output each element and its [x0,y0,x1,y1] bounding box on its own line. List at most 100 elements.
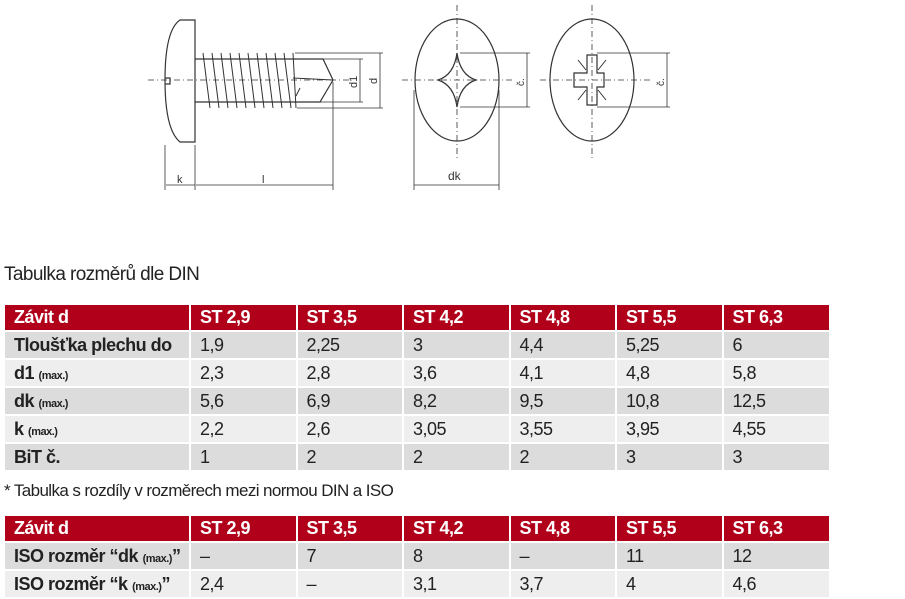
row-label-close: ” [171,545,181,566]
table-cell: 8 [402,542,510,571]
header-cell: ST 3,5 [295,516,403,543]
table-cell: 2,2 [189,415,297,444]
table-cell: 7 [295,542,403,571]
table-cell: 2,25 [295,331,403,360]
table-row: Tloušťka plechu do 1,9 2,25 3 4,4 5,25 6 [5,331,829,360]
table-cell: 4,55 [721,415,829,444]
row-label-text: ISO rozměr “k [14,573,128,594]
table-cell: 3,7 [508,570,616,599]
screw-technical-drawing: k l d1 d dk č. č. [148,5,670,190]
table-cell: 9,5 [508,387,616,416]
table-cell: 6,9 [295,387,403,416]
table-header-row: Závit d ST 2,9 ST 3,5 ST 4,2 ST 4,8 ST 5,5 ST … [5,305,829,332]
footnote: * Tabulka s rozdíly v rozměrech mezi nor… [4,481,394,500]
row-label-close: ” [161,573,170,594]
row-label: dk (max.) [5,387,190,416]
header-cell: ST 4,8 [508,516,616,543]
table-cell: 2 [402,443,510,472]
table-cell: 3 [721,443,829,472]
table-title: Tabulka rozměrů dle DIN [4,264,200,285]
dim-label-bit-2: č. [656,78,667,86]
dim-label-l: l [262,174,264,186]
dim-label-d: d [368,78,380,84]
row-label-text: Tloušťka plechu do [14,334,172,355]
table-cell: 12 [721,542,829,571]
dim-label-bit-1: č. [516,78,527,86]
table-cell: 3 [615,443,723,472]
row-label-text: k [14,418,24,439]
table-cell: 8,2 [402,387,510,416]
screw-side-view: k l d1 d [148,19,383,190]
table-cell: 5,8 [721,359,829,388]
header-cell: ST 6,3 [721,305,829,332]
table-cell: 5,25 [615,331,723,360]
row-label-sub: (max.) [28,425,58,438]
dim-label-dk: dk [448,169,462,183]
header-cell: ST 4,2 [402,516,510,543]
table-cell: 4,8 [615,359,723,388]
table-row: ISO rozměr “dk (max.)” –7 8–11 12 [5,542,829,571]
table-cell: 3,95 [615,415,723,444]
table-cell: 3 [402,331,510,360]
row-label-text: dk [14,390,35,411]
table-cell: 11 [615,542,723,571]
table-cell: 5,6 [189,387,297,416]
table-cell: – [295,570,403,599]
header-cell: ST 2,9 [189,305,297,332]
row-label-sub: (max.) [38,397,69,410]
table-cell: 4,6 [721,570,829,599]
pozidriv-head-view: č. [540,5,670,160]
row-label: ISO rozměr “k (max.)” [5,570,190,599]
table-cell: 2,3 [189,359,297,388]
table-cell: 3,1 [402,570,510,599]
header-cell: ST 5,5 [615,516,723,543]
table-cell: 4,1 [508,359,616,388]
table-cell: 4,4 [508,331,616,360]
table-cell: 3,6 [402,359,510,388]
table-cell: – [189,542,297,571]
phillips-head-view: dk č. [402,5,530,190]
header-cell: ST 3,5 [295,305,403,332]
header-cell: Závit d [5,516,190,543]
header-cell: ST 2,9 [189,516,297,543]
table-cell: 12,5 [721,387,829,416]
row-label-sub: (max.) [142,552,173,565]
table-cell: 2,8 [295,359,403,388]
table-row: ISO rozměr “k (max.)” 2,4–3,1 3,7 4 4,6 [5,570,829,599]
table-cell: 2 [295,443,403,472]
row-label-sub: (max.) [132,580,162,593]
row-label: d1 (max.) [5,359,190,388]
table-cell: 10,8 [615,387,723,416]
row-label-text: ISO rozměr “dk [14,545,139,566]
row-label-text: d1 [14,362,35,383]
header-cell: Závit d [5,305,190,332]
table-row: BiT č. 1 2 2 2 3 3 [5,443,829,472]
table-cell: 3,05 [402,415,510,444]
table-cell: 6 [721,331,829,360]
table-cell: 2,6 [295,415,403,444]
row-label: ISO rozměr “dk (max.)” [5,542,190,571]
table-header-row: Závit d ST 2,9 ST 3,5 ST 4,2 ST 4,8 ST 5,5 ST … [5,516,829,543]
row-label: BiT č. [5,443,190,472]
header-cell: ST 4,2 [402,305,510,332]
table-cell: 4 [615,570,723,599]
header-cell: ST 6,3 [721,516,829,543]
header-cell: ST 5,5 [615,305,723,332]
table-cell: 3,55 [508,415,616,444]
dim-label-k: k [177,174,183,186]
dim-label-d1: d1 [348,76,360,88]
table-row: dk (max.) 5,6 6,9 8,2 9,5 10,8 12,5 [5,387,829,416]
table-row: k (max.) 2,2 2,6 3,05 3,55 3,95 4,55 [5,415,829,444]
table-cell: 2,4 [189,570,297,599]
row-label-text: BiT č. [14,446,61,467]
din-dimensions-table: Závit d ST 2,9 ST 3,5 ST 4,2 ST 4,8 ST 5,5 ST … [5,305,829,472]
row-label: Tloušťka plechu do [5,331,190,360]
header-cell: ST 4,8 [508,305,616,332]
row-label: k (max.) [5,415,190,444]
table-cell: 1,9 [189,331,297,360]
table-cell: – [508,542,616,571]
table-cell: 2 [508,443,616,472]
table-row: d1 (max.) 2,3 2,8 3,6 4,1 4,8 5,8 [5,359,829,388]
row-label-sub: (max.) [38,369,69,382]
table-cell: 1 [189,443,297,472]
